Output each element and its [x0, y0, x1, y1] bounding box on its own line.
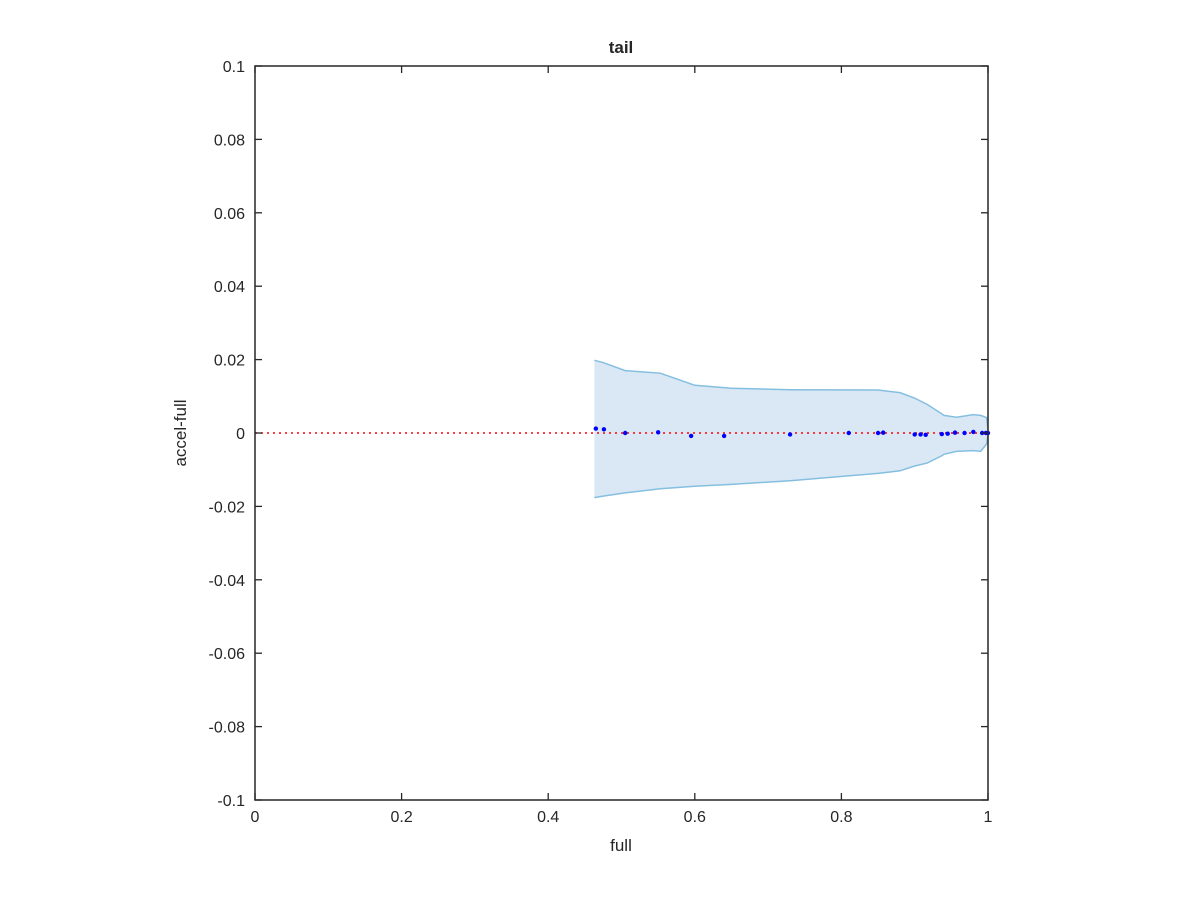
- data-point: [945, 431, 950, 436]
- data-point: [912, 432, 917, 437]
- y-tick-label: 0.02: [214, 353, 245, 370]
- y-tick-label: -0.04: [209, 573, 246, 590]
- x-tick-label: 0.8: [830, 809, 852, 826]
- data-point: [971, 429, 976, 435]
- x-axis-title: full: [610, 836, 632, 855]
- x-tick-label: 0.2: [390, 809, 412, 826]
- data-point: [721, 433, 727, 439]
- data-point: [622, 430, 628, 436]
- y-tick-label: 0: [236, 426, 245, 443]
- y-tick-label: 0.04: [214, 279, 245, 296]
- x-tick-label: 0: [251, 809, 260, 826]
- y-tick-label: -0.08: [209, 720, 246, 737]
- data-point: [875, 430, 881, 436]
- data-point: [952, 430, 958, 435]
- data-point: [688, 433, 694, 439]
- data-point: [593, 426, 599, 431]
- band-upper-edge: [594, 359, 989, 430]
- band-fill: [594, 360, 988, 498]
- y-tick-label: 0.08: [214, 132, 245, 149]
- data-point: [918, 432, 923, 437]
- data-point: [655, 430, 661, 435]
- x-tick-label: 0.6: [684, 809, 706, 826]
- data-point: [787, 432, 793, 437]
- y-tick-label: -0.06: [209, 646, 246, 663]
- data-point: [846, 430, 851, 436]
- chart-title: tail: [609, 38, 634, 57]
- x-tick-label: 1: [984, 809, 993, 826]
- y-tick-label: -0.1: [217, 793, 245, 810]
- data-point: [601, 427, 607, 432]
- data-point: [923, 432, 928, 438]
- y-axis-title: accel-full: [171, 399, 190, 466]
- y-tick-label: 0.1: [223, 59, 245, 76]
- x-tick-label: 0.4: [537, 809, 559, 826]
- data-point: [880, 430, 886, 435]
- y-tick-label: -0.02: [209, 499, 246, 516]
- data-point: [962, 430, 967, 436]
- data-point: [939, 431, 945, 437]
- band-lower-edge: [594, 434, 989, 499]
- y-tick-label: 0.06: [214, 206, 245, 223]
